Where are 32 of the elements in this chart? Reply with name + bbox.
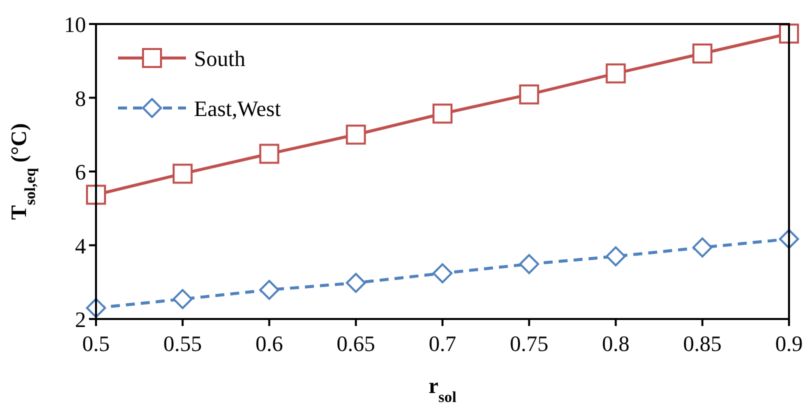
y-tick-label: 2 (75, 307, 86, 332)
y-tick-label: 4 (75, 233, 86, 258)
point (346, 272, 366, 293)
y-tick-label: 10 (64, 12, 86, 37)
x-tick-label: 0.85 (683, 331, 722, 356)
x-axis-title: r$_{sol}$ (428, 373, 458, 405)
y-tick-label: 8 (75, 86, 86, 111)
point (86, 184, 106, 205)
x-tick-label: 0.6 (256, 331, 283, 356)
point (519, 84, 540, 104)
point (432, 104, 452, 124)
point (259, 144, 280, 164)
point (172, 164, 193, 184)
point (692, 44, 712, 64)
point (259, 280, 280, 300)
x-tick-label: 0.75 (510, 331, 548, 356)
x-tick-label: 0.65 (336, 331, 376, 356)
point (432, 263, 452, 284)
point (172, 289, 193, 310)
legend-label: South (194, 46, 246, 71)
x-tick-label: 0.55 (163, 331, 202, 356)
point (606, 246, 626, 266)
x-tick-label: 0.5 (82, 331, 110, 356)
point (606, 63, 626, 84)
point (519, 254, 540, 274)
point (346, 124, 366, 145)
x-tick-label: 0.8 (602, 331, 630, 356)
y-tick-label: 6 (75, 160, 86, 184)
legend-label: East,West (194, 96, 281, 121)
x-tick-label: 0.7 (428, 331, 456, 356)
x-tick-label: 0.9 (775, 331, 803, 356)
point (692, 237, 712, 258)
